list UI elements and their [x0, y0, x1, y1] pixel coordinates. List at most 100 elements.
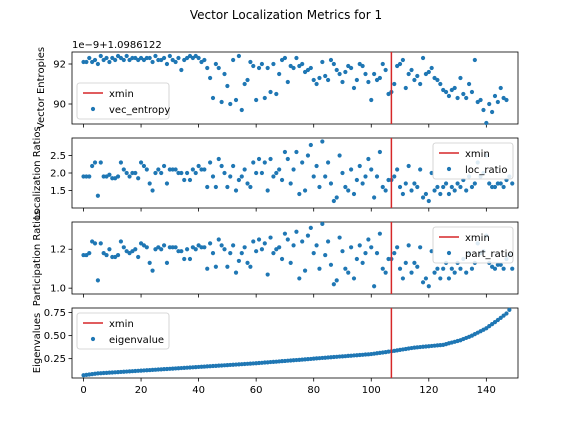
- data-point: [265, 272, 270, 277]
- data-point: [208, 75, 213, 81]
- data-point: [449, 266, 454, 271]
- data-point: [340, 170, 345, 176]
- data-point: [118, 239, 124, 244]
- data-point: [87, 174, 92, 179]
- data-point: [150, 59, 155, 65]
- data-point: [314, 163, 319, 169]
- data-point: [285, 237, 290, 242]
- data-point: [150, 188, 155, 193]
- data-point: [173, 167, 178, 172]
- y-axis-label: Participation Ratios: [32, 210, 43, 307]
- data-point: [366, 156, 371, 162]
- data-point: [233, 97, 239, 103]
- data-point: [262, 241, 267, 246]
- data-point: [262, 95, 267, 101]
- data-point: [136, 254, 141, 260]
- data-point: [320, 139, 325, 144]
- x-tick-label: 100: [362, 385, 381, 396]
- data-point: [300, 239, 305, 244]
- data-point: [233, 270, 239, 275]
- data-point: [199, 167, 204, 172]
- legend-box: [432, 226, 514, 264]
- data-point: [308, 65, 313, 71]
- data-point: [210, 251, 216, 256]
- data-point: [208, 160, 213, 165]
- data-point: [98, 53, 103, 59]
- data-point: [354, 77, 359, 83]
- axis-offset-text: 1e−9+1.0986122: [72, 40, 162, 51]
- data-point: [452, 270, 457, 275]
- data-point: [274, 91, 279, 97]
- data-point: [231, 243, 236, 248]
- data-point: [383, 188, 388, 193]
- data-point: [205, 266, 210, 271]
- legend-label-series: vec_entropy: [109, 105, 170, 116]
- data-point: [110, 254, 115, 260]
- data-point: [349, 245, 354, 250]
- data-point: [294, 55, 299, 61]
- data-point: [173, 59, 178, 65]
- data-point: [452, 85, 457, 91]
- data-point: [268, 235, 273, 240]
- data-point: [228, 101, 233, 107]
- data-point: [193, 247, 198, 252]
- data-point: [242, 167, 247, 172]
- data-point: [216, 156, 221, 162]
- axes-frame: [71, 221, 519, 295]
- data-point: [366, 237, 371, 242]
- legend-box: [76, 312, 170, 350]
- data-point: [271, 174, 276, 179]
- data-point: [360, 260, 365, 265]
- data-point: [133, 247, 138, 252]
- data-point: [337, 153, 342, 158]
- data-point: [369, 97, 374, 103]
- data-point: [213, 61, 218, 67]
- data-point: [441, 266, 446, 271]
- data-point: [95, 193, 100, 198]
- data-point: [193, 170, 198, 176]
- data-point: [360, 63, 365, 69]
- data-point: [372, 195, 377, 200]
- data-point: [423, 191, 429, 197]
- data-point: [305, 153, 311, 158]
- data-point: [173, 245, 178, 250]
- data-point: [452, 188, 457, 193]
- data-point: [334, 278, 339, 283]
- data-point: [248, 59, 253, 65]
- data-point: [233, 188, 239, 193]
- data-point: [130, 55, 135, 61]
- data-point: [222, 247, 227, 252]
- data-point: [501, 313, 506, 318]
- legend-box: [432, 142, 514, 180]
- data-point: [400, 276, 406, 281]
- data-point: [245, 181, 250, 186]
- y-tick-label: 1.2: [50, 245, 66, 256]
- data-point: [507, 307, 512, 312]
- data-point: [403, 181, 408, 186]
- legend-label-xmin: xmin: [465, 149, 490, 160]
- data-point: [179, 67, 184, 73]
- data-point: [179, 170, 184, 176]
- data-point: [443, 89, 449, 95]
- data-point: [311, 174, 316, 179]
- data-point: [495, 99, 500, 105]
- data-point: [182, 256, 187, 262]
- data-point: [285, 79, 290, 85]
- data-point: [288, 181, 293, 186]
- data-point: [118, 160, 124, 165]
- legend-marker-swatch: [446, 166, 452, 172]
- data-point: [254, 249, 259, 254]
- data-point: [254, 170, 259, 176]
- data-point: [498, 85, 503, 91]
- data-point: [351, 276, 357, 281]
- data-point: [115, 252, 121, 258]
- data-point: [317, 184, 322, 190]
- data-point: [323, 174, 328, 179]
- data-point: [380, 184, 385, 190]
- data-point: [300, 160, 305, 165]
- y-tick-label: 90: [53, 100, 66, 111]
- data-point: [268, 156, 273, 162]
- data-point: [458, 75, 463, 81]
- data-point: [340, 79, 345, 85]
- data-point: [492, 266, 498, 271]
